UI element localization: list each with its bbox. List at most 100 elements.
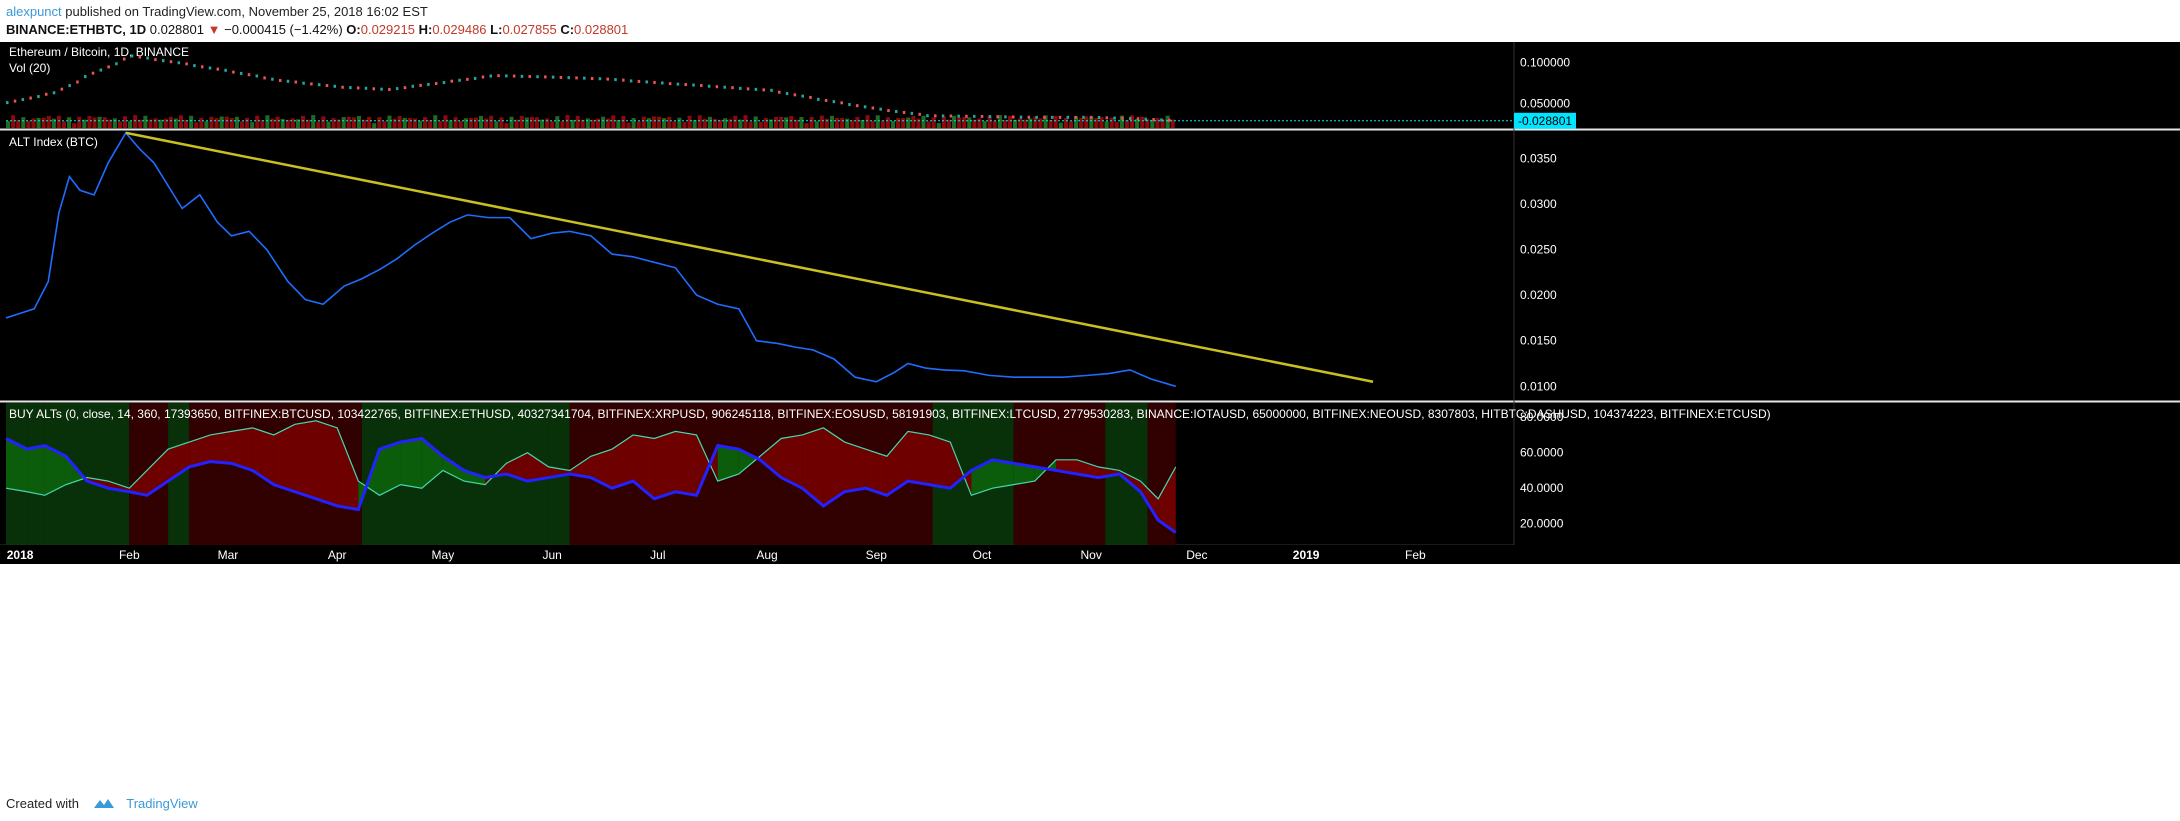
volume-bar [1007,115,1013,128]
volume-bar [77,116,82,128]
created-with-label: Created with [6,796,79,811]
price-candle [271,77,274,81]
volume-bar [779,116,784,128]
volume-bar [26,120,31,128]
footer: Created with TradingView [6,796,198,812]
volume-bar [941,116,946,128]
price-candle [1074,115,1077,119]
price-candle [980,114,984,118]
volume-bar [112,118,117,128]
price-candle [536,75,539,79]
price-candle [895,110,898,114]
volume-bar [494,121,499,128]
price-candle [637,79,641,83]
pane1-title: Ethereum / Bitcoin, 1D, BINANCE [9,45,189,59]
price-candle [692,83,695,87]
volume-bar [1145,119,1150,128]
pane3-tick-label: 20.0000 [1520,517,1564,531]
oscillator-fill [633,434,655,499]
price-candle [286,79,290,83]
oscillator-fill [865,449,887,496]
price-candle [1113,116,1116,120]
pane3-tick-label: 40.0000 [1520,481,1564,495]
price-candle [567,76,570,80]
volume-bar [1129,115,1135,128]
price-candle [122,57,126,61]
pane2-tick-label: 0.0200 [1520,288,1557,302]
volume-bar [438,120,443,128]
volume-bar [865,115,870,128]
x-axis-label: Jun [542,548,561,562]
volume-bar [107,119,112,128]
volume-bar [514,119,519,128]
oscillator-fill [44,445,66,496]
volume-bar [1124,120,1129,128]
volume-bar [692,120,697,128]
volume-bar [814,121,819,128]
price-candle [372,87,376,91]
volume-bar [590,119,595,128]
pane1-tick-label: 0.050000 [1520,96,1570,110]
volume-bar [682,121,687,128]
volume-bar [850,120,855,128]
x-axis-band [0,545,2180,564]
volume-bar [280,118,285,128]
price-candle [1160,118,1163,122]
author-link[interactable]: alexpunct [6,4,62,19]
volume-bar [377,117,382,128]
price-candle [528,75,531,79]
volume-bar [453,117,458,128]
price-candle [996,115,999,119]
volume-bar [1033,116,1038,128]
price-candle [505,74,508,78]
volume-bar [61,121,67,128]
volume-bar [239,121,245,128]
x-axis-label: Mar [218,548,239,562]
volume-bar [931,117,936,128]
price-candle [598,77,602,81]
volume-bar [168,116,173,128]
volume-bar [687,115,692,128]
volume-bar [896,118,901,128]
oscillator-fill [717,445,739,482]
volume-bar [56,115,61,128]
price-candle [793,93,797,97]
price-candle [442,81,446,85]
volume-bar [214,118,219,128]
volume-bar [575,115,580,128]
oscillator-fill [168,442,190,482]
price-candle [778,90,781,94]
x-axis-label: Feb [1405,548,1426,562]
price-candle [941,114,945,118]
price-candle [294,80,298,84]
volume-bar [219,116,224,128]
pane2-tick-label: 0.0300 [1520,197,1557,211]
price-candle [115,62,118,66]
volume-bar [718,119,723,128]
volume-bar [102,117,107,128]
volume-bar [875,115,880,128]
tradingview-link[interactable]: TradingView [126,796,198,811]
pane2-tick-label: 0.0100 [1520,379,1557,393]
volume-bar [158,119,163,128]
volume-bar [743,115,748,128]
chart-canvas[interactable]: Ethereum / Bitcoin, 1D, BINANCE Vol (20) 0… [0,42,2180,786]
volume-bar [295,119,300,128]
volume-bar [275,116,280,128]
volume-bar [300,115,306,128]
volume-bar [468,117,473,128]
x-axis-label: May [432,548,455,562]
volume-bar [763,118,768,128]
pane3-tick-label: 60.0000 [1520,446,1564,460]
volume-bar [860,119,865,128]
volume-bar [835,117,840,128]
volume-bar [646,118,651,128]
pane2-tick-label: 0.0150 [1520,334,1557,348]
price-candle [668,82,672,86]
tradingview-logo-icon [93,797,115,812]
volume-bar [712,119,718,128]
volume-bar [804,123,809,128]
volume-bar [840,118,845,128]
volume-bar [204,121,209,128]
price-candle [161,59,165,63]
